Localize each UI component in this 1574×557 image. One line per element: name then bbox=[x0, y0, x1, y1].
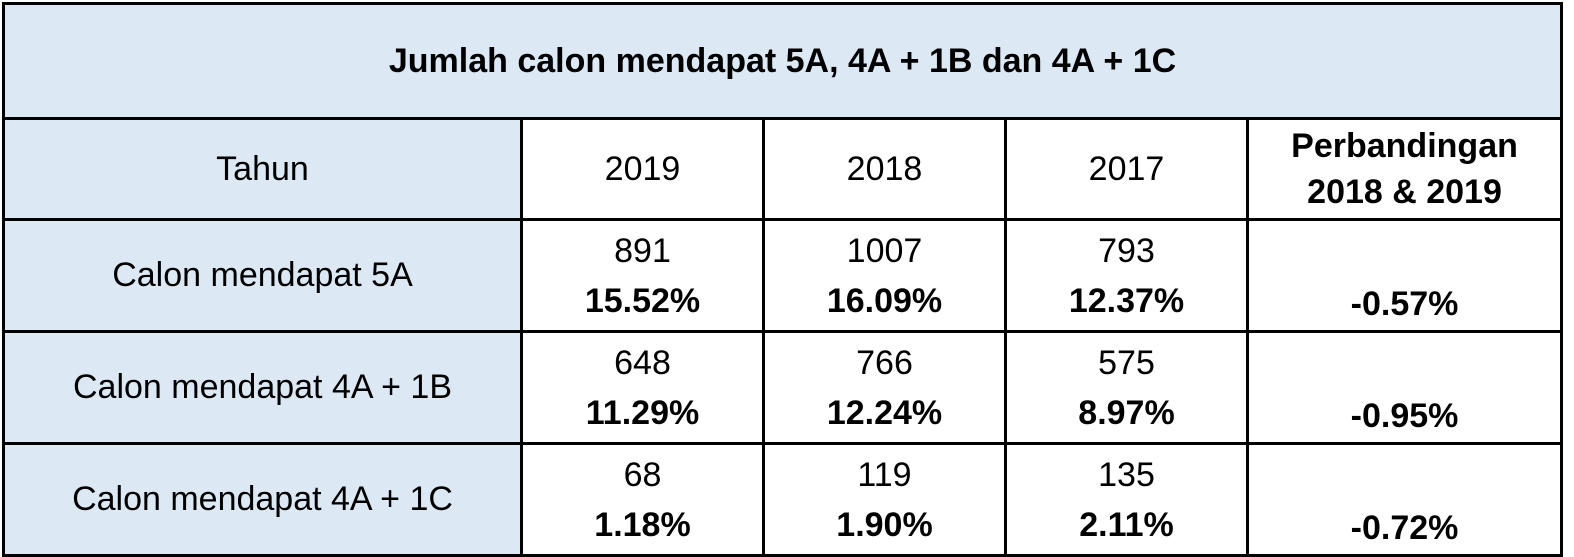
header-row: Tahun 2019 2018 2017 Perbandingan 2018 &… bbox=[2, 117, 1564, 221]
value-cell: 119 1.90% bbox=[762, 442, 1007, 557]
count-value: 135 bbox=[1098, 455, 1155, 494]
count-value: 1007 bbox=[846, 231, 923, 270]
header-comparison: Perbandingan 2018 & 2019 bbox=[1245, 117, 1564, 221]
value-cell: 793 12.37% bbox=[1004, 218, 1249, 333]
count-value: 766 bbox=[856, 343, 913, 382]
table-row: Calon mendapat 5A 891 15.52% 1007 16.09%… bbox=[2, 218, 1564, 333]
header-comparison-line2: 2018 & 2019 bbox=[1307, 173, 1502, 211]
table-row: Calon mendapat 4A + 1B 648 11.29% 766 12… bbox=[2, 330, 1564, 445]
percent-value: 16.09% bbox=[826, 281, 943, 320]
percent-value: 12.37% bbox=[1068, 281, 1185, 320]
header-year-2019: 2019 bbox=[520, 117, 765, 221]
value-cell: 766 12.24% bbox=[762, 330, 1007, 445]
value-cell: 135 2.11% bbox=[1004, 442, 1249, 557]
table-title: Jumlah calon mendapat 5A, 4A + 1B dan 4A… bbox=[1, 2, 1564, 120]
table-row: Calon mendapat 4A + 1C 68 1.18% 119 1.90… bbox=[2, 442, 1564, 557]
header-year-2018: 2018 bbox=[762, 117, 1007, 221]
value-cell: 891 15.52% bbox=[520, 218, 765, 333]
header-year-2017: 2017 bbox=[1004, 117, 1249, 221]
percent-value: 2.11% bbox=[1079, 505, 1174, 544]
value-cell: 68 1.18% bbox=[520, 442, 765, 557]
percent-value: 11.29% bbox=[585, 393, 700, 432]
comparison-value: -0.57% bbox=[1245, 218, 1564, 333]
value-cell: 648 11.29% bbox=[520, 330, 765, 445]
header-label-tahun: Tahun bbox=[2, 117, 523, 221]
count-value: 575 bbox=[1098, 343, 1155, 382]
value-cell: 1007 16.09% bbox=[762, 218, 1007, 333]
header-comparison-line1: Perbandingan bbox=[1291, 127, 1518, 165]
comparison-value: -0.95% bbox=[1245, 330, 1564, 445]
row-label: Calon mendapat 4A + 1C bbox=[2, 442, 523, 557]
value-cell: 575 8.97% bbox=[1004, 330, 1249, 445]
comparison-value: -0.72% bbox=[1245, 442, 1564, 557]
count-value: 119 bbox=[857, 455, 912, 494]
count-value: 68 bbox=[623, 455, 662, 494]
row-label: Calon mendapat 5A bbox=[2, 218, 523, 333]
title-row: Jumlah calon mendapat 5A, 4A + 1B dan 4A… bbox=[1, 2, 1564, 120]
count-value: 648 bbox=[614, 343, 671, 382]
count-value: 891 bbox=[614, 231, 671, 270]
percent-value: 1.90% bbox=[836, 505, 933, 544]
percent-value: 8.97% bbox=[1078, 393, 1175, 432]
count-value: 793 bbox=[1098, 231, 1155, 270]
row-label: Calon mendapat 4A + 1B bbox=[2, 330, 523, 445]
percent-value: 12.24% bbox=[826, 393, 943, 432]
percent-value: 15.52% bbox=[584, 281, 701, 320]
percent-value: 1.18% bbox=[594, 505, 691, 544]
